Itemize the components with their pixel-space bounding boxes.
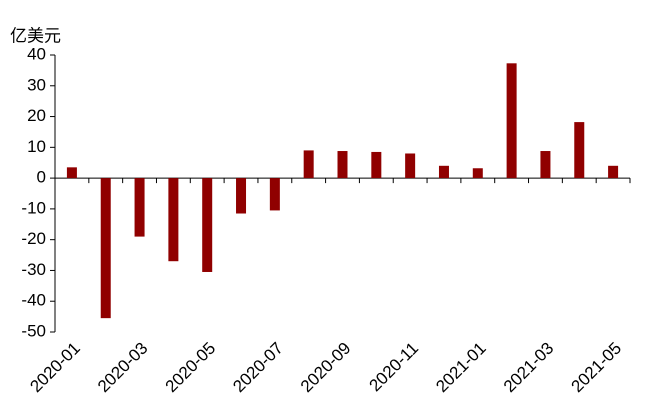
bar xyxy=(236,178,247,214)
y-tick-label: 40 xyxy=(27,44,46,63)
y-tick-label: -30 xyxy=(21,260,46,279)
y-tick-label: -20 xyxy=(21,229,46,248)
bar xyxy=(337,151,348,179)
bar xyxy=(371,151,382,179)
bar xyxy=(202,178,213,272)
y-tick-label: -50 xyxy=(21,321,46,340)
x-tick-label: 2020-03 xyxy=(94,339,152,397)
bar xyxy=(269,178,280,211)
bar xyxy=(472,168,483,179)
y-tick-label: 20 xyxy=(27,106,46,125)
x-tick-label: 2021-05 xyxy=(568,339,626,397)
y-tick-label: 0 xyxy=(37,168,46,187)
x-tick-label: 2020-11 xyxy=(365,339,422,396)
bar xyxy=(66,167,77,179)
x-tick-label: 2020-09 xyxy=(297,339,355,397)
bar xyxy=(303,150,314,179)
bar xyxy=(168,178,179,262)
y-tick-label: 30 xyxy=(27,75,46,94)
bar xyxy=(506,63,517,179)
x-tick-label: 2021-03 xyxy=(500,339,558,397)
x-tick-label: 2020-05 xyxy=(162,339,220,397)
bar xyxy=(608,165,619,179)
x-tick-label: 2021-01 xyxy=(432,339,490,397)
bar xyxy=(134,178,145,237)
y-tick-label: 10 xyxy=(27,137,46,156)
bar xyxy=(540,151,551,179)
x-tick-label: 2020-01 xyxy=(26,339,84,397)
bar xyxy=(100,178,111,319)
bar xyxy=(405,153,416,179)
bar xyxy=(438,165,449,179)
y-tick-label: -40 xyxy=(21,291,46,310)
x-tick-label: 2020-07 xyxy=(229,339,287,397)
y-axis-unit: 亿美元 xyxy=(10,26,61,45)
bar xyxy=(574,122,585,179)
y-tick-label: -10 xyxy=(21,198,46,217)
